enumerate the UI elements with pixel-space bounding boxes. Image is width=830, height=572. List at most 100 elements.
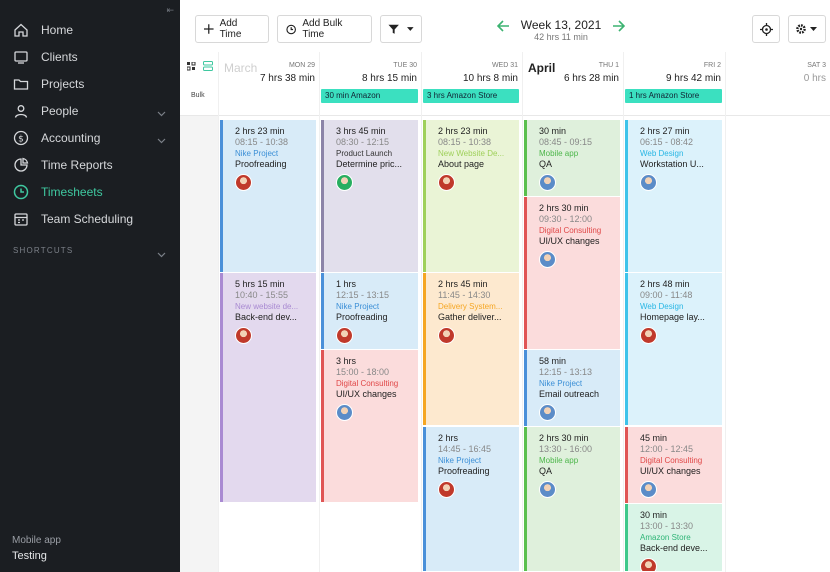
time-entry-card[interactable]: 2 hrs 27 min 06:15 - 08:42 Web Design Works… — [625, 120, 722, 272]
bulk-entry-banner[interactable]: 1 hrs Amazon Store — [625, 89, 722, 103]
workspace-name[interactable]: Testing — [12, 550, 47, 562]
filter-icon — [388, 24, 399, 34]
time-entry-card[interactable]: 2 hrs 45 min 11:45 - 14:30 Delivery System… — [423, 273, 519, 425]
add-time-button[interactable]: Add Time — [195, 15, 269, 43]
sidebar-item-accounting[interactable]: $ Accounting — [0, 124, 180, 151]
avatar — [640, 174, 657, 191]
time-entry-card[interactable]: 2 hrs 30 min 13:30 - 16:00 Mobile app QA — [524, 427, 620, 571]
sidebar-item-people[interactable]: People — [0, 97, 180, 124]
list-view-icon[interactable] — [203, 61, 213, 71]
entry-task: Proofreading — [235, 159, 287, 169]
avatar — [438, 481, 455, 498]
entry-time-range: 11:45 - 14:30 — [438, 290, 491, 300]
entry-task: QA — [539, 466, 553, 476]
time-entry-card[interactable]: 58 min 12:15 - 13:13 Nike Project Email out… — [524, 350, 620, 426]
bulk-entry-banner[interactable]: 30 min Amazon — [321, 89, 418, 103]
column-divider — [319, 52, 320, 572]
grid-view-icon[interactable] — [187, 62, 196, 71]
entry-task: Determine pric... — [336, 159, 403, 169]
day-name: TUE 30 — [393, 62, 417, 69]
entry-task: QA — [539, 159, 553, 169]
week-navigator: Week 13, 2021 42 hrs 11 min — [497, 18, 625, 44]
day-total: 8 hrs 15 min — [361, 73, 417, 84]
sidebar-item-time-reports[interactable]: Time Reports — [0, 151, 180, 178]
entry-task: Email outreach — [539, 389, 600, 399]
shortcuts-chevron-icon[interactable] — [157, 245, 166, 263]
caret-down-icon — [407, 27, 414, 31]
column-divider — [522, 52, 523, 572]
week-total: 42 hrs 11 min — [534, 32, 588, 42]
day-name: FRI 2 — [703, 62, 721, 69]
sidebar-item-home[interactable]: Home — [0, 16, 180, 43]
add-bulk-time-button[interactable]: Add Bulk Time — [277, 15, 372, 43]
time-entry-card[interactable]: 2 hrs 30 min 09:30 - 12:00 Digital Consult… — [524, 197, 620, 349]
entry-task: Back-end dev... — [235, 312, 297, 322]
sidebar-item-projects[interactable]: Projects — [0, 70, 180, 97]
sidebar-item-timesheets[interactable]: Timesheets — [0, 178, 180, 205]
avatar — [438, 327, 455, 344]
column-divider — [623, 52, 624, 572]
week-title: Week 13, 2021 — [520, 18, 602, 32]
time-entry-card[interactable]: 3 hrs 15:00 - 18:00 Digital Consulting UI/U… — [321, 350, 418, 502]
chevron-down-icon[interactable] — [157, 106, 166, 120]
chevron-down-icon[interactable] — [157, 133, 166, 147]
day-total: 0 hrs — [803, 73, 826, 84]
entry-duration: 2 hrs 48 min — [640, 279, 690, 289]
sidebar-item-team-scheduling[interactable]: Team Scheduling — [0, 205, 180, 232]
sidebar: ⇤ Home Clients Projects People $ Accounting Ti… — [0, 0, 180, 572]
entry-task: Homepage lay... — [640, 312, 705, 322]
entry-project: Web Design — [640, 149, 684, 158]
next-week-arrow-icon[interactable] — [612, 20, 625, 32]
time-entry-card[interactable]: 2 hrs 48 min 09:00 - 11:48 Web Design Homep… — [625, 273, 722, 425]
month-label: April — [528, 61, 556, 75]
header-divider — [180, 115, 830, 116]
day-name: WED 31 — [491, 62, 518, 69]
shortcuts-heading: SHORTCUTS — [13, 246, 74, 255]
time-entry-card[interactable]: 5 hrs 15 min 10:40 - 15:55 New website de.… — [220, 273, 316, 502]
sidebar-item-clients[interactable]: Clients — [0, 43, 180, 70]
add-time-label: Add Time — [219, 18, 242, 40]
entry-duration: 45 min — [640, 433, 668, 443]
time-entry-card[interactable]: 2 hrs 23 min 08:15 - 10:38 New Website De.… — [423, 120, 519, 272]
column-divider — [725, 52, 726, 572]
gear-icon — [796, 24, 806, 34]
time-entry-card[interactable]: 2 hrs 14:45 - 16:45 Nike Project Proofreadi… — [423, 427, 519, 571]
entry-duration: 30 min — [640, 510, 668, 520]
entry-duration: 30 min — [539, 126, 567, 136]
entry-project: New Website De... — [438, 149, 505, 158]
time-entry-card[interactable]: 30 min 08:45 - 09:15 Mobile app QA — [524, 120, 620, 196]
svg-text:$: $ — [18, 134, 24, 144]
time-entry-card[interactable]: 30 min 13:00 - 13:30 Amazon Store Back-end … — [625, 504, 722, 571]
entry-task: UI/UX changes — [336, 389, 397, 399]
settings-dropdown[interactable] — [788, 15, 826, 43]
entry-project: Digital Consulting — [336, 379, 399, 388]
entry-time-range: 06:15 - 08:42 — [640, 137, 694, 147]
day-total: 7 hrs 38 min — [259, 73, 315, 84]
time-entry-card[interactable]: 45 min 12:00 - 12:45 Digital Consulting UI/… — [625, 427, 722, 503]
entry-time-range: 13:30 - 16:00 — [539, 444, 593, 454]
crosshair-icon — [759, 22, 773, 36]
bulk-entry-banner[interactable]: 3 hrs Amazon Store — [423, 89, 519, 103]
avatar — [336, 404, 353, 421]
time-entry-card[interactable]: 1 hrs 12:15 - 13:15 Nike Project Proofreadi… — [321, 273, 418, 349]
avatar — [640, 558, 657, 571]
day-name: MON 29 — [288, 62, 315, 69]
time-entry-card[interactable]: 2 hrs 23 min 08:15 - 10:38 Nike Project Pro… — [220, 120, 316, 272]
filter-dropdown[interactable] — [380, 15, 422, 43]
avatar — [640, 481, 657, 498]
column-divider — [421, 52, 422, 572]
entry-task: Workstation U... — [640, 159, 704, 169]
entry-time-range: 12:15 - 13:15 — [336, 290, 390, 300]
day-name: THU 1 — [598, 62, 619, 69]
time-entry-card[interactable]: 3 hrs 45 min 08:30 - 12:15 Product Launch D… — [321, 120, 418, 272]
plus-icon — [204, 24, 214, 34]
collapse-sidebar-icon[interactable]: ⇤ — [166, 6, 174, 16]
previous-week-arrow-icon[interactable] — [497, 20, 510, 32]
clients-icon — [12, 48, 30, 66]
avatar — [539, 251, 556, 268]
entry-task: Back-end deve... — [640, 543, 708, 553]
sidebar-item-label: Projects — [41, 76, 85, 91]
entry-duration: 3 hrs 45 min — [336, 126, 386, 136]
entry-duration: 2 hrs 45 min — [438, 279, 488, 289]
locate-today-button[interactable] — [752, 15, 780, 43]
